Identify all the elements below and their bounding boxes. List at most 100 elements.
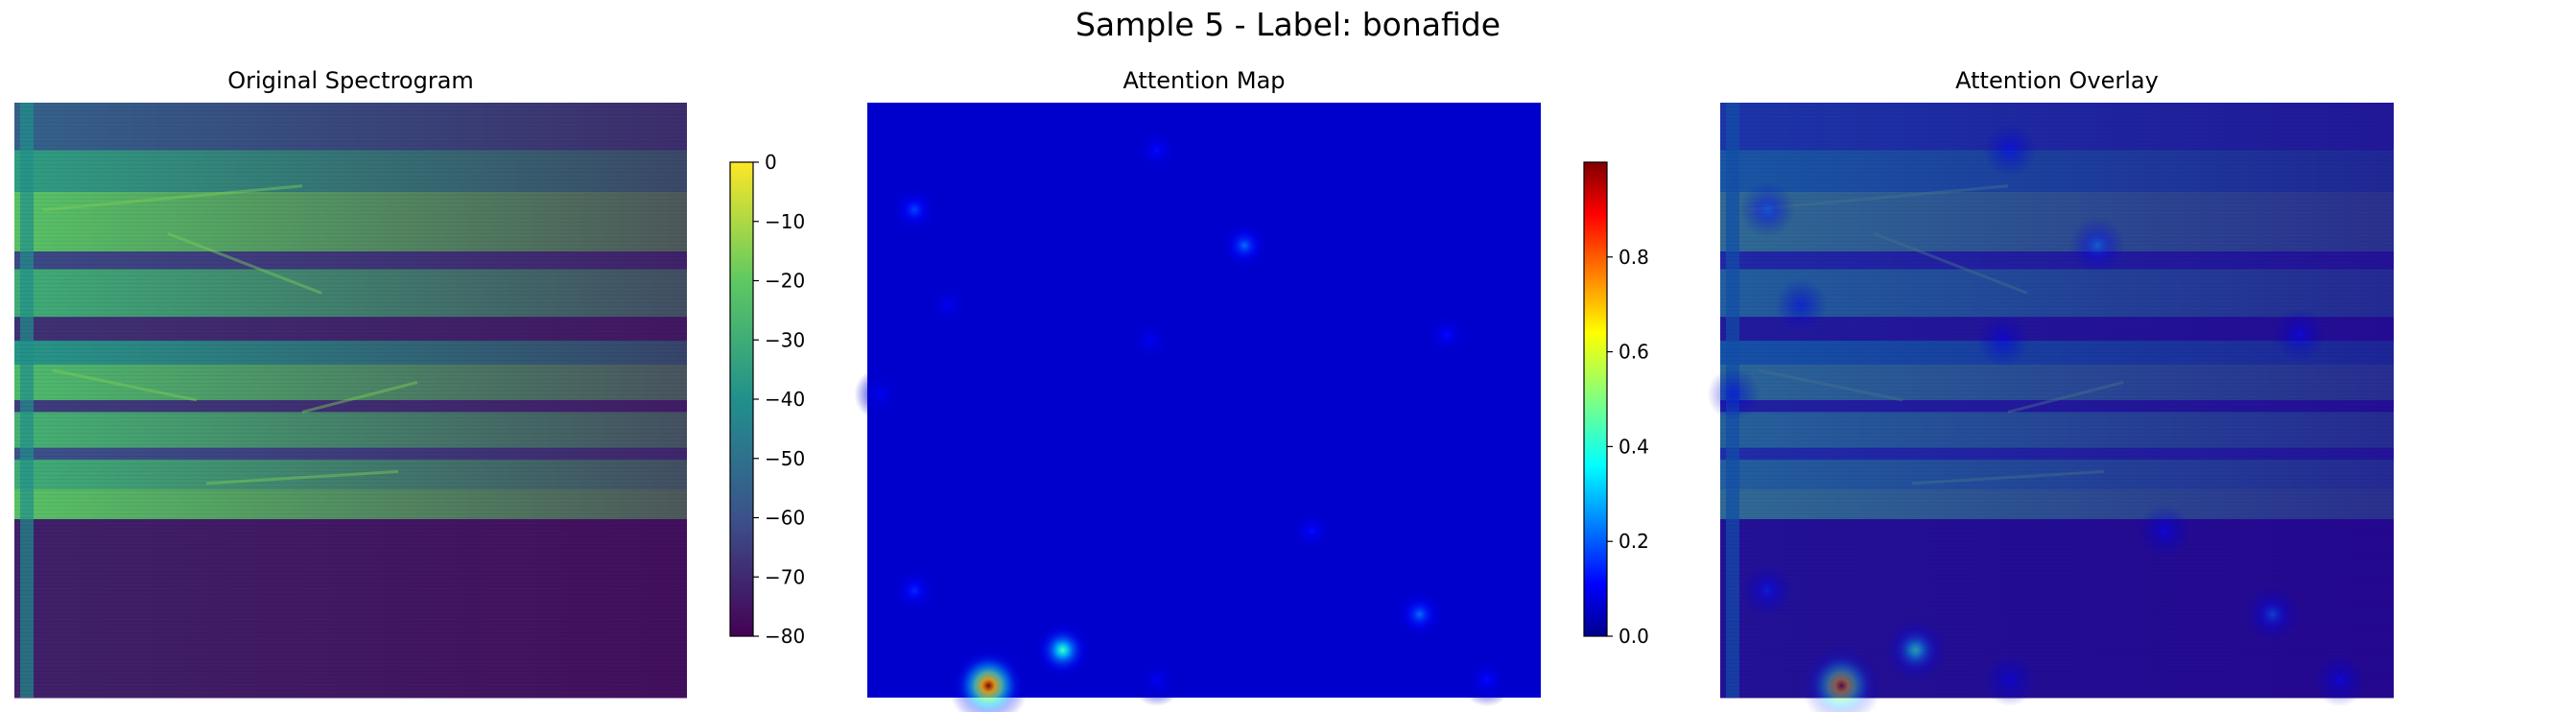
colorbar-tick-label: 0 [765, 151, 777, 174]
spectrogram-texture [1720, 582, 2394, 583]
spectrogram-texture [14, 575, 687, 576]
spectrogram-texture [1720, 640, 2394, 641]
spectrogram-texture [14, 640, 687, 641]
spectrogram-texture [14, 621, 687, 622]
spectrogram-texture [1720, 279, 2394, 280]
spectrogram-texture [1720, 122, 2394, 123]
spectrogram-texture [14, 540, 687, 541]
attention-hotspot [2244, 585, 2302, 643]
spectrogram-texture [1720, 456, 2394, 457]
attention-hotspot [1801, 645, 1882, 712]
spectrogram-texture [14, 110, 687, 111]
spectrogram-texture [1720, 417, 2394, 418]
colorbar-tick-label: −50 [765, 447, 805, 470]
spectrogram-texture [1720, 613, 2394, 614]
attention-hotspot [1983, 653, 2037, 707]
spectrogram-texture [14, 483, 687, 484]
spectrogram-texture [14, 460, 687, 461]
spectrogram-streak [205, 469, 399, 486]
spectrogram-texture [14, 586, 687, 587]
attention-hotspot [1419, 307, 1474, 362]
spectrogram-colorbar: 0 −10 −20 −30 −40 −50 −60 −70 −80 [729, 151, 805, 648]
spectrogram-texture [14, 636, 687, 637]
spectrogram-texture [1720, 529, 2394, 530]
spectrogram-texture [14, 602, 687, 603]
colorbar-tick-label: −60 [765, 507, 805, 530]
spectrogram-texture [1720, 260, 2394, 261]
spectrogram-texture [14, 448, 687, 449]
spectrogram-texture [14, 149, 687, 150]
attention-hotspot [1216, 217, 1273, 274]
spectrogram-texture [1720, 513, 2394, 514]
attention-hotspot [1129, 123, 1184, 178]
spectrogram-texture [14, 337, 687, 338]
colorbar-tick-label: −70 [765, 565, 805, 588]
spectrogram-texture [1720, 364, 2394, 365]
spectrogram-texture [1720, 563, 2394, 564]
spectrogram-texture [14, 245, 687, 246]
spectrogram-texture [14, 225, 687, 226]
colorbar-gradient [729, 161, 754, 637]
spectrogram-texture [14, 421, 687, 422]
spectrogram-time-fade [14, 103, 687, 698]
spectrogram-texture [14, 467, 687, 468]
spectrogram-texture [1720, 414, 2394, 415]
spectrogram-texture [14, 498, 687, 499]
spectrogram-texture [14, 321, 687, 322]
spectrogram-texture [1720, 379, 2394, 380]
spectrogram-streak [301, 380, 418, 414]
spectrogram-onset [20, 103, 34, 698]
spectrogram-texture [14, 648, 687, 649]
spectrogram-texture [1720, 325, 2394, 326]
attention-map-title: Attention Map [1123, 67, 1286, 94]
spectrogram-texture [14, 410, 687, 411]
spectrogram-texture [14, 179, 687, 180]
spectrogram-texture [14, 582, 687, 583]
spectrogram-texture [14, 444, 687, 445]
spectrogram-texture [1720, 141, 2394, 142]
spectrogram-texture [14, 256, 687, 257]
spectrogram-texture [1720, 191, 2394, 192]
spectrogram-texture [1720, 241, 2394, 242]
spectrogram-texture [1720, 463, 2394, 464]
spectrogram-texture [1720, 536, 2394, 537]
spectrogram-texture [14, 387, 687, 388]
spectrogram-texture [1720, 126, 2394, 127]
colorbar-tick-label: 0.8 [1619, 246, 1649, 269]
spectrogram-texture [14, 202, 687, 203]
spectrogram-texture [14, 375, 687, 376]
spectrogram-texture [1720, 149, 2394, 150]
spectrogram-image [14, 103, 687, 699]
spectrogram-texture [1720, 179, 2394, 180]
spectrogram-texture [14, 133, 687, 134]
spectrogram-texture [14, 364, 687, 365]
spectrogram-texture [14, 306, 687, 307]
spectrogram-texture [1720, 678, 2394, 679]
spectrogram-texture [1720, 371, 2394, 372]
spectrogram-texture [1720, 133, 2394, 134]
spectrogram-texture [14, 417, 687, 418]
spectrogram-texture [1720, 605, 2394, 606]
spectrogram-texture [14, 302, 687, 303]
spectrogram-texture [1720, 429, 2394, 430]
spectrogram-texture [1720, 391, 2394, 392]
spectrogram-texture [14, 632, 687, 633]
spectrogram-texture [14, 183, 687, 184]
spectrogram-texture [14, 137, 687, 138]
attention-hotspot [921, 278, 975, 332]
spectrogram-texture [1720, 394, 2394, 395]
spectrogram-texture [14, 122, 687, 123]
spectrogram-texture [14, 644, 687, 645]
spectrogram-texture [1720, 533, 2394, 534]
spectrogram-texture [14, 694, 687, 695]
spectrogram-texture [14, 659, 687, 660]
spectrogram-texture [14, 690, 687, 691]
spectrogram-texture [1720, 483, 2394, 484]
spectrogram-texture [14, 490, 687, 491]
spectrogram-texture [14, 440, 687, 441]
spectrogram-texture [14, 667, 687, 668]
spectrogram-texture [14, 145, 687, 146]
spectrogram-texture [14, 310, 687, 311]
spectrogram-texture [14, 348, 687, 349]
spectrogram-texture [1720, 609, 2394, 610]
